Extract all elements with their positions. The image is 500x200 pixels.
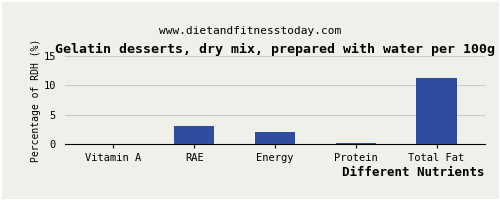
Title: Gelatin desserts, dry mix, prepared with water per 100g: Gelatin desserts, dry mix, prepared with… bbox=[55, 43, 495, 56]
Bar bbox=[174, 126, 214, 144]
Bar bbox=[336, 143, 376, 144]
Bar bbox=[416, 78, 457, 144]
Bar bbox=[255, 132, 295, 144]
Text: www.dietandfitnesstoday.com: www.dietandfitnesstoday.com bbox=[159, 26, 341, 36]
X-axis label: Different Nutrients: Different Nutrients bbox=[342, 166, 485, 179]
Y-axis label: Percentage of RDH (%): Percentage of RDH (%) bbox=[30, 38, 40, 162]
